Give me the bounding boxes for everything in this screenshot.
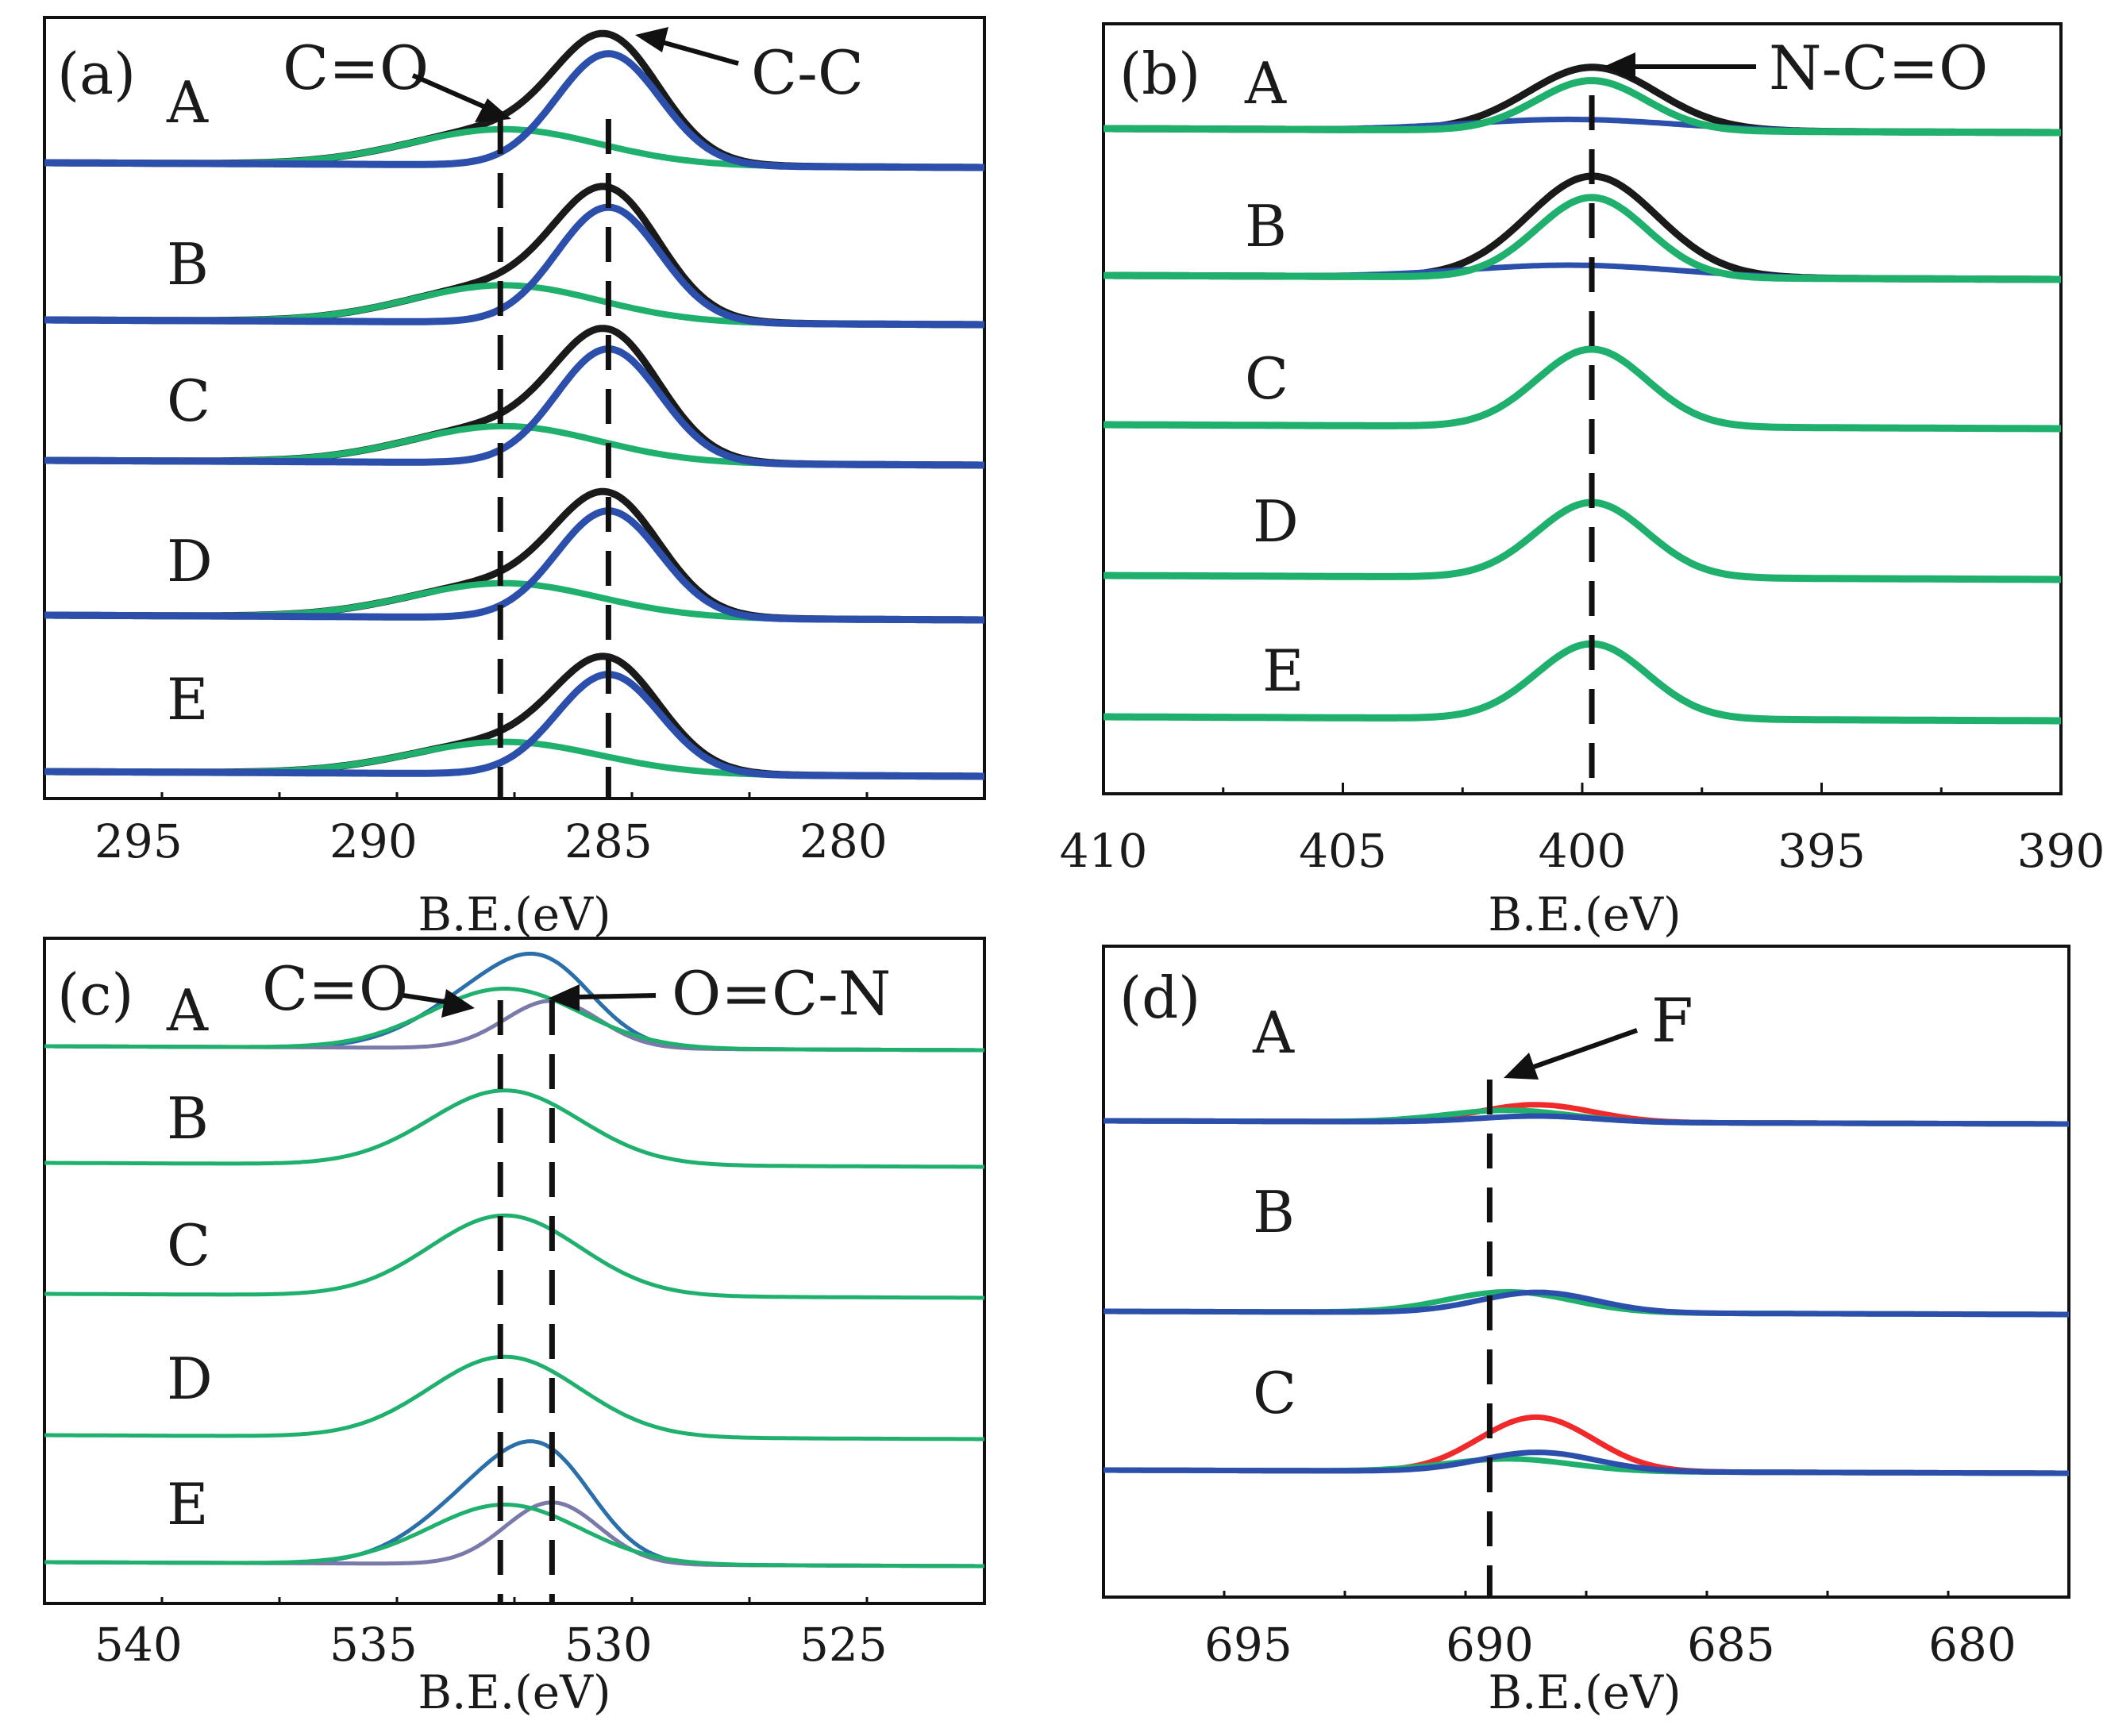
trace-label-e: E [1262,637,1304,704]
series-e-c-c-component [44,671,984,780]
tick-label: 695 [1204,1618,1292,1672]
trace-label-c: C [167,368,210,434]
curves [44,29,984,780]
trace-label-b: B [167,1085,209,1152]
tick-label: 290 [329,814,418,868]
trace-label-b: B [1245,193,1287,260]
annotation-c-o-arrow [411,73,492,112]
x-axis-ticks: 540 535 530 525 [43,1597,986,1672]
tick-label: 405 [1299,824,1387,878]
panel-c: 540 535 530 525 (c) A B C D E C=O O=C-N B.E… [43,937,986,1719]
annotation-c-o-arrow [403,993,445,1004]
x-axis-ticks: 410 405 400 395 390 [1060,783,2105,878]
trace-label-e: E [167,666,209,733]
series-a-c-c-component [44,50,984,171]
panel-label: (a) [57,40,136,107]
series-d-c-c-component [44,507,984,624]
series-b-c-o-component [44,1088,984,1169]
series-e-c-o-component [44,1503,984,1569]
trace-label-e: E [167,1471,209,1538]
x-axis-label: B.E.(eV) [418,887,611,941]
tick-label: 525 [799,1618,888,1672]
x-axis-label: B.E.(eV) [1488,1665,1681,1719]
curves [44,951,984,1569]
series-c-c-o-component [44,1213,984,1300]
x-axis-ticks: 295 290 285 280 [43,792,986,868]
panel-label: (d) [1119,964,1200,1031]
panel-label: (b) [1119,40,1200,107]
annotation-c-o-arrowhead [441,989,475,1018]
x-axis-label: B.E.(eV) [1488,887,1681,941]
annotation-c-o-arrowhead [475,98,511,122]
panel-a: 295 290 285 280 (a) A B C D E C=O C-C B.E.(… [43,16,986,941]
series-d-c-o-component [44,1354,984,1442]
annotation-c-o: C=O [262,953,408,1024]
tick-label: 685 [1687,1618,1775,1672]
annotation-o-c-n: O=C-N [672,958,891,1029]
trace-label-d: D [1253,488,1299,555]
tick-label: 530 [564,1618,653,1672]
curves [1104,64,2061,725]
curves [1104,1102,2069,1476]
reference-lines [497,119,611,799]
annotation-n-c-o-arrowhead [1604,52,1635,81]
trace-label-b: B [167,231,209,298]
series-b-c-c-component [44,203,984,329]
annotation-f-arrowhead [1504,1053,1539,1080]
tick-label: 285 [564,814,653,868]
series-e-n-c-o-component [1104,640,2061,725]
series-b-n-c-o-component [1104,194,2061,283]
tick-label: 540 [94,1618,183,1672]
trace-label-a: A [166,69,209,136]
series-a-blue-component [1104,1113,2069,1127]
trace-label-c: C [167,1212,210,1279]
trace-label-c: C [1245,345,1288,412]
series-a-c-o-component [44,987,984,1053]
trace-label-a: A [1252,999,1295,1066]
trace-label-a: A [1244,50,1287,117]
trace-label-c: C [1253,1360,1296,1426]
annotation-c-c-arrow [658,39,739,66]
annotation-c-c: C-C [751,37,864,108]
annotation-f: F [1651,985,1693,1056]
series-d-n-c-o-component [1104,498,2061,583]
series-b-blue-component [1104,1289,2069,1318]
tick-label: 400 [1539,824,1627,878]
x-axis-ticks: 695 690 685 680 [1102,1591,2070,1672]
tick-label: 690 [1446,1618,1534,1672]
series-a-n-c-o-component [1104,77,2061,137]
tick-label: 680 [1928,1618,2016,1672]
tick-label: 535 [329,1618,418,1672]
annotation-o-c-n-arrow [579,993,657,999]
tick-label: 390 [2017,824,2105,878]
annotation-o-c-n-arrowhead [548,984,580,1011]
annotation-c-o: C=O [283,33,429,103]
series-c-c-c-component [44,345,984,469]
reference-lines [497,1000,555,1603]
trace-label-b: B [1253,1179,1295,1245]
tick-label: 280 [799,814,888,868]
trace-label-a: A [166,977,209,1044]
tick-label: 295 [94,814,183,868]
series-c-n-c-o-component [1104,345,2061,433]
panel-b: 410 405 400 395 390 (b) A B C D E N-C=O B.E.… [1060,22,2105,941]
tick-label: 410 [1060,824,1148,878]
x-axis-label: B.E.(eV) [418,1665,611,1719]
series-c-blue-component [1104,1449,2069,1476]
panel-label: (c) [57,961,134,1028]
trace-label-d: D [167,528,213,595]
annotation-f-arrow [1532,1028,1639,1069]
tick-label: 395 [1778,824,1866,878]
annotation-c-c-arrowhead [635,27,668,52]
plot-frame [1102,945,2070,1599]
panel-d: 695 690 685 680 (d) A B C F B.E.(eV) [1102,945,2070,1719]
annotation-n-c-o: N-C=O [1769,33,1988,103]
trace-label-d: D [167,1345,213,1412]
